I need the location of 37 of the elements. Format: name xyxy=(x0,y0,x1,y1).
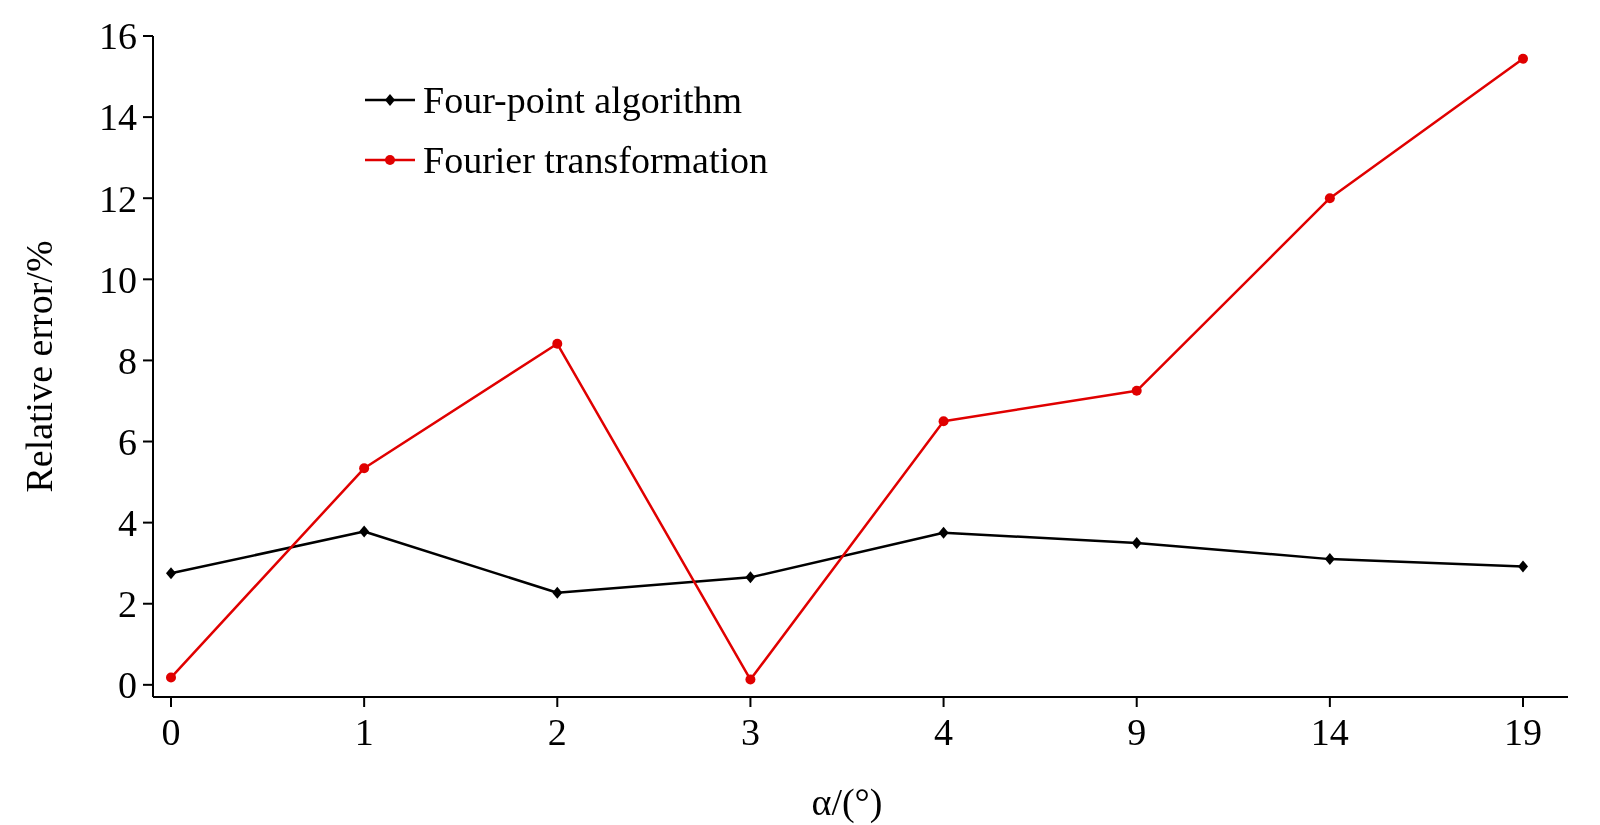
x-tick-label: 19 xyxy=(1504,711,1542,753)
point xyxy=(359,525,370,538)
x-tick-label: 14 xyxy=(1310,711,1349,753)
point xyxy=(166,672,176,683)
point xyxy=(1131,536,1142,549)
point xyxy=(166,567,176,580)
y-tick-label: 14 xyxy=(99,96,137,139)
point xyxy=(1518,560,1528,573)
y-tick-label: 4 xyxy=(118,501,137,544)
point xyxy=(745,571,756,584)
y-tick-label: 0 xyxy=(118,664,137,707)
point xyxy=(938,526,949,539)
x-axis-title: α/(°) xyxy=(811,781,883,824)
y-tick-label: 12 xyxy=(99,177,137,220)
x-tick-label: 1 xyxy=(354,711,374,753)
legend-label: Fourier transformation xyxy=(423,139,769,182)
x-tick-label: 2 xyxy=(547,711,567,753)
legend-label: Four-point algorithm xyxy=(423,79,743,122)
point xyxy=(745,674,756,685)
y-tick-label: 6 xyxy=(118,420,137,463)
point xyxy=(359,463,370,474)
point xyxy=(1324,193,1335,204)
y-tick-label: 16 xyxy=(99,15,137,58)
y-tick-label: 8 xyxy=(118,339,137,382)
point xyxy=(1131,385,1142,396)
x-tick-label: 9 xyxy=(1127,711,1147,753)
x-tick-label: 4 xyxy=(934,711,954,753)
point xyxy=(552,586,563,599)
point xyxy=(1518,53,1528,64)
point xyxy=(1324,553,1335,566)
y-tick-label: 10 xyxy=(99,258,137,301)
point xyxy=(938,416,949,427)
x-tick-label: 3 xyxy=(740,711,760,753)
point xyxy=(552,338,563,349)
y-axis-title: Relative error/% xyxy=(18,240,60,493)
y-tick-label: 2 xyxy=(118,583,137,626)
x-tick-label: 0 xyxy=(161,711,181,753)
